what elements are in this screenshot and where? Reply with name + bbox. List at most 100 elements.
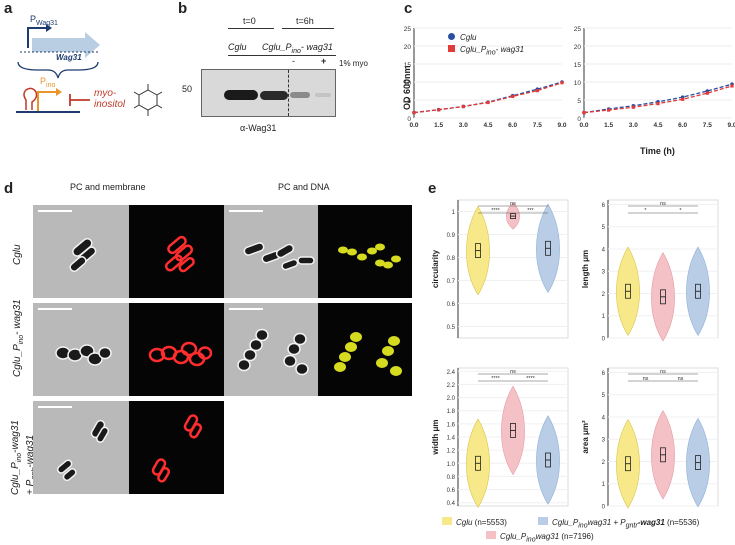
- y-tick-label: 2.0: [447, 396, 456, 402]
- legend-item-complement: Cglu_Pinowag31 + Pgntr-wag31 (n=5536): [538, 517, 699, 530]
- y-tick-label: 25: [404, 26, 412, 33]
- y-tick-label: 10: [404, 80, 412, 87]
- series-line: [413, 81, 563, 114]
- y-tick-label: 1: [452, 210, 456, 216]
- violin-area: 0 1 2 3 4 5 6 area μm² ns ns ns: [581, 367, 719, 511]
- micrograph-pc-complement-membrane: [33, 401, 129, 494]
- blot-membrane: [201, 69, 336, 117]
- significance-label: ns: [510, 201, 516, 207]
- blot-myo: 1% myo: [339, 59, 368, 68]
- y-tick-label: 2: [602, 292, 606, 298]
- x-tick-label: 9.0: [727, 122, 735, 129]
- series-line: [583, 83, 733, 114]
- row-label-pino: Cglu_Pino- wag31: [12, 299, 25, 377]
- y-tick-label: 1: [602, 482, 606, 488]
- construct-diagram: [16, 24, 163, 116]
- significance-label: ns: [678, 376, 684, 382]
- series-line: [413, 82, 563, 114]
- blot-strain2: Cglu_Pino- wag31: [262, 42, 333, 55]
- x-tick-label: 3.0: [459, 122, 468, 129]
- data-point: [412, 111, 416, 115]
- panel-label-b: b: [178, 0, 188, 17]
- y-tick-label: 0: [577, 116, 581, 123]
- y-tick-label: 0: [602, 505, 606, 511]
- y-tick-label: 3: [602, 270, 606, 276]
- y-tick-label: 2.2: [447, 383, 456, 389]
- y-tick-label: 5: [602, 393, 606, 399]
- y-tick-label: 0: [602, 337, 606, 343]
- data-point: [607, 108, 611, 112]
- y-tick-label: 0.9: [447, 233, 456, 239]
- inducer-label: myo-inositol: [94, 88, 126, 110]
- promoter-wag31-label: PWag31: [30, 14, 58, 27]
- micrograph-fl-complement-membrane: [129, 401, 224, 494]
- significance-label: ns: [510, 369, 516, 375]
- y-tick-label: 15: [404, 62, 412, 69]
- legend-item-pino: Cglu_Pinowag31 (n=7196): [486, 531, 594, 544]
- x-tick-label: 4.5: [653, 122, 662, 129]
- data-point: [560, 81, 564, 85]
- x-tick-label: 6.0: [508, 122, 517, 129]
- micrograph-fl-cglu-membrane: [129, 205, 224, 298]
- blot-minus: -: [292, 56, 295, 66]
- y-axis-label: circularity: [431, 249, 440, 288]
- micrograph-fl-pino-membrane: [129, 303, 224, 396]
- panel-label-a: a: [4, 0, 13, 17]
- x-tick-label: 4.5: [483, 122, 492, 129]
- y-tick-label: 0: [407, 116, 411, 123]
- y-tick-label: 15: [574, 62, 582, 69]
- data-point: [511, 94, 515, 98]
- y-tick-label: 5: [602, 225, 606, 231]
- y-tick-label: 1.4: [447, 436, 456, 442]
- blot-t6: t=6h: [296, 16, 314, 26]
- blot-strain1: Cglu: [228, 42, 247, 52]
- legend-item-cglu: Cglu (n=5553): [442, 517, 507, 527]
- blot-bracket-t6: [282, 28, 334, 29]
- blot-t0: t=0: [243, 16, 256, 26]
- micrograph-pc-cglu-dna: [224, 205, 318, 298]
- x-tick-label: 1.5: [604, 122, 613, 129]
- data-point: [486, 100, 490, 105]
- growth-charts: 0 5 10 15 20 25 0.0 1.5 3.0 4.5 6.0 7.5 9.0 0 5 10 15 20…: [404, 26, 735, 129]
- x-tick-label: 0.0: [579, 122, 588, 129]
- significance-label: *: [679, 208, 682, 214]
- significance-label: ****: [491, 208, 500, 214]
- y-tick-label: 4: [602, 415, 606, 421]
- data-point: [535, 89, 539, 93]
- data-point: [681, 97, 685, 101]
- y-tick-label: 0.5: [447, 325, 456, 331]
- blot-marker: 50: [182, 84, 193, 94]
- y-axis-label: area μm²: [581, 420, 590, 454]
- blot-plus: +: [321, 56, 327, 66]
- data-point: [705, 91, 709, 95]
- y-tick-label: 10: [574, 80, 582, 87]
- y-tick-label: 5: [577, 98, 581, 105]
- y-tick-label: 0.6: [447, 302, 456, 308]
- blot-underline1: [228, 55, 262, 56]
- panel-label-c: c: [404, 0, 413, 17]
- data-point: [656, 102, 660, 106]
- significance-label: ns: [660, 201, 666, 207]
- growth-ylabel: OD 600nm: [402, 65, 412, 110]
- y-tick-label: 25: [574, 26, 582, 33]
- y-tick-label: 20: [574, 44, 582, 51]
- panel-label-e: e: [428, 180, 437, 197]
- significance-label: ***: [527, 208, 534, 214]
- y-tick-label: 6: [602, 371, 606, 377]
- y-tick-label: 0.6: [447, 488, 456, 494]
- panel-label-d: d: [4, 180, 14, 197]
- x-tick-label: 9.0: [557, 122, 566, 129]
- micrograph-pc-pino-membrane: [33, 303, 129, 396]
- data-point: [437, 108, 441, 112]
- micrograph-pc-cglu-membrane: [33, 205, 129, 298]
- growth-legend: Cglu Cglu_Pino- wag31: [448, 33, 524, 57]
- promoter-ino-label: Pino: [40, 76, 56, 89]
- data-point: [730, 84, 734, 88]
- y-tick-label: 2.4: [447, 370, 456, 376]
- gene-label: Wag31: [56, 53, 82, 62]
- y-tick-label: 6: [602, 203, 606, 209]
- significance-label: ns: [643, 376, 649, 382]
- significance-label: ns: [660, 369, 666, 375]
- x-tick-label: 3.0: [629, 122, 638, 129]
